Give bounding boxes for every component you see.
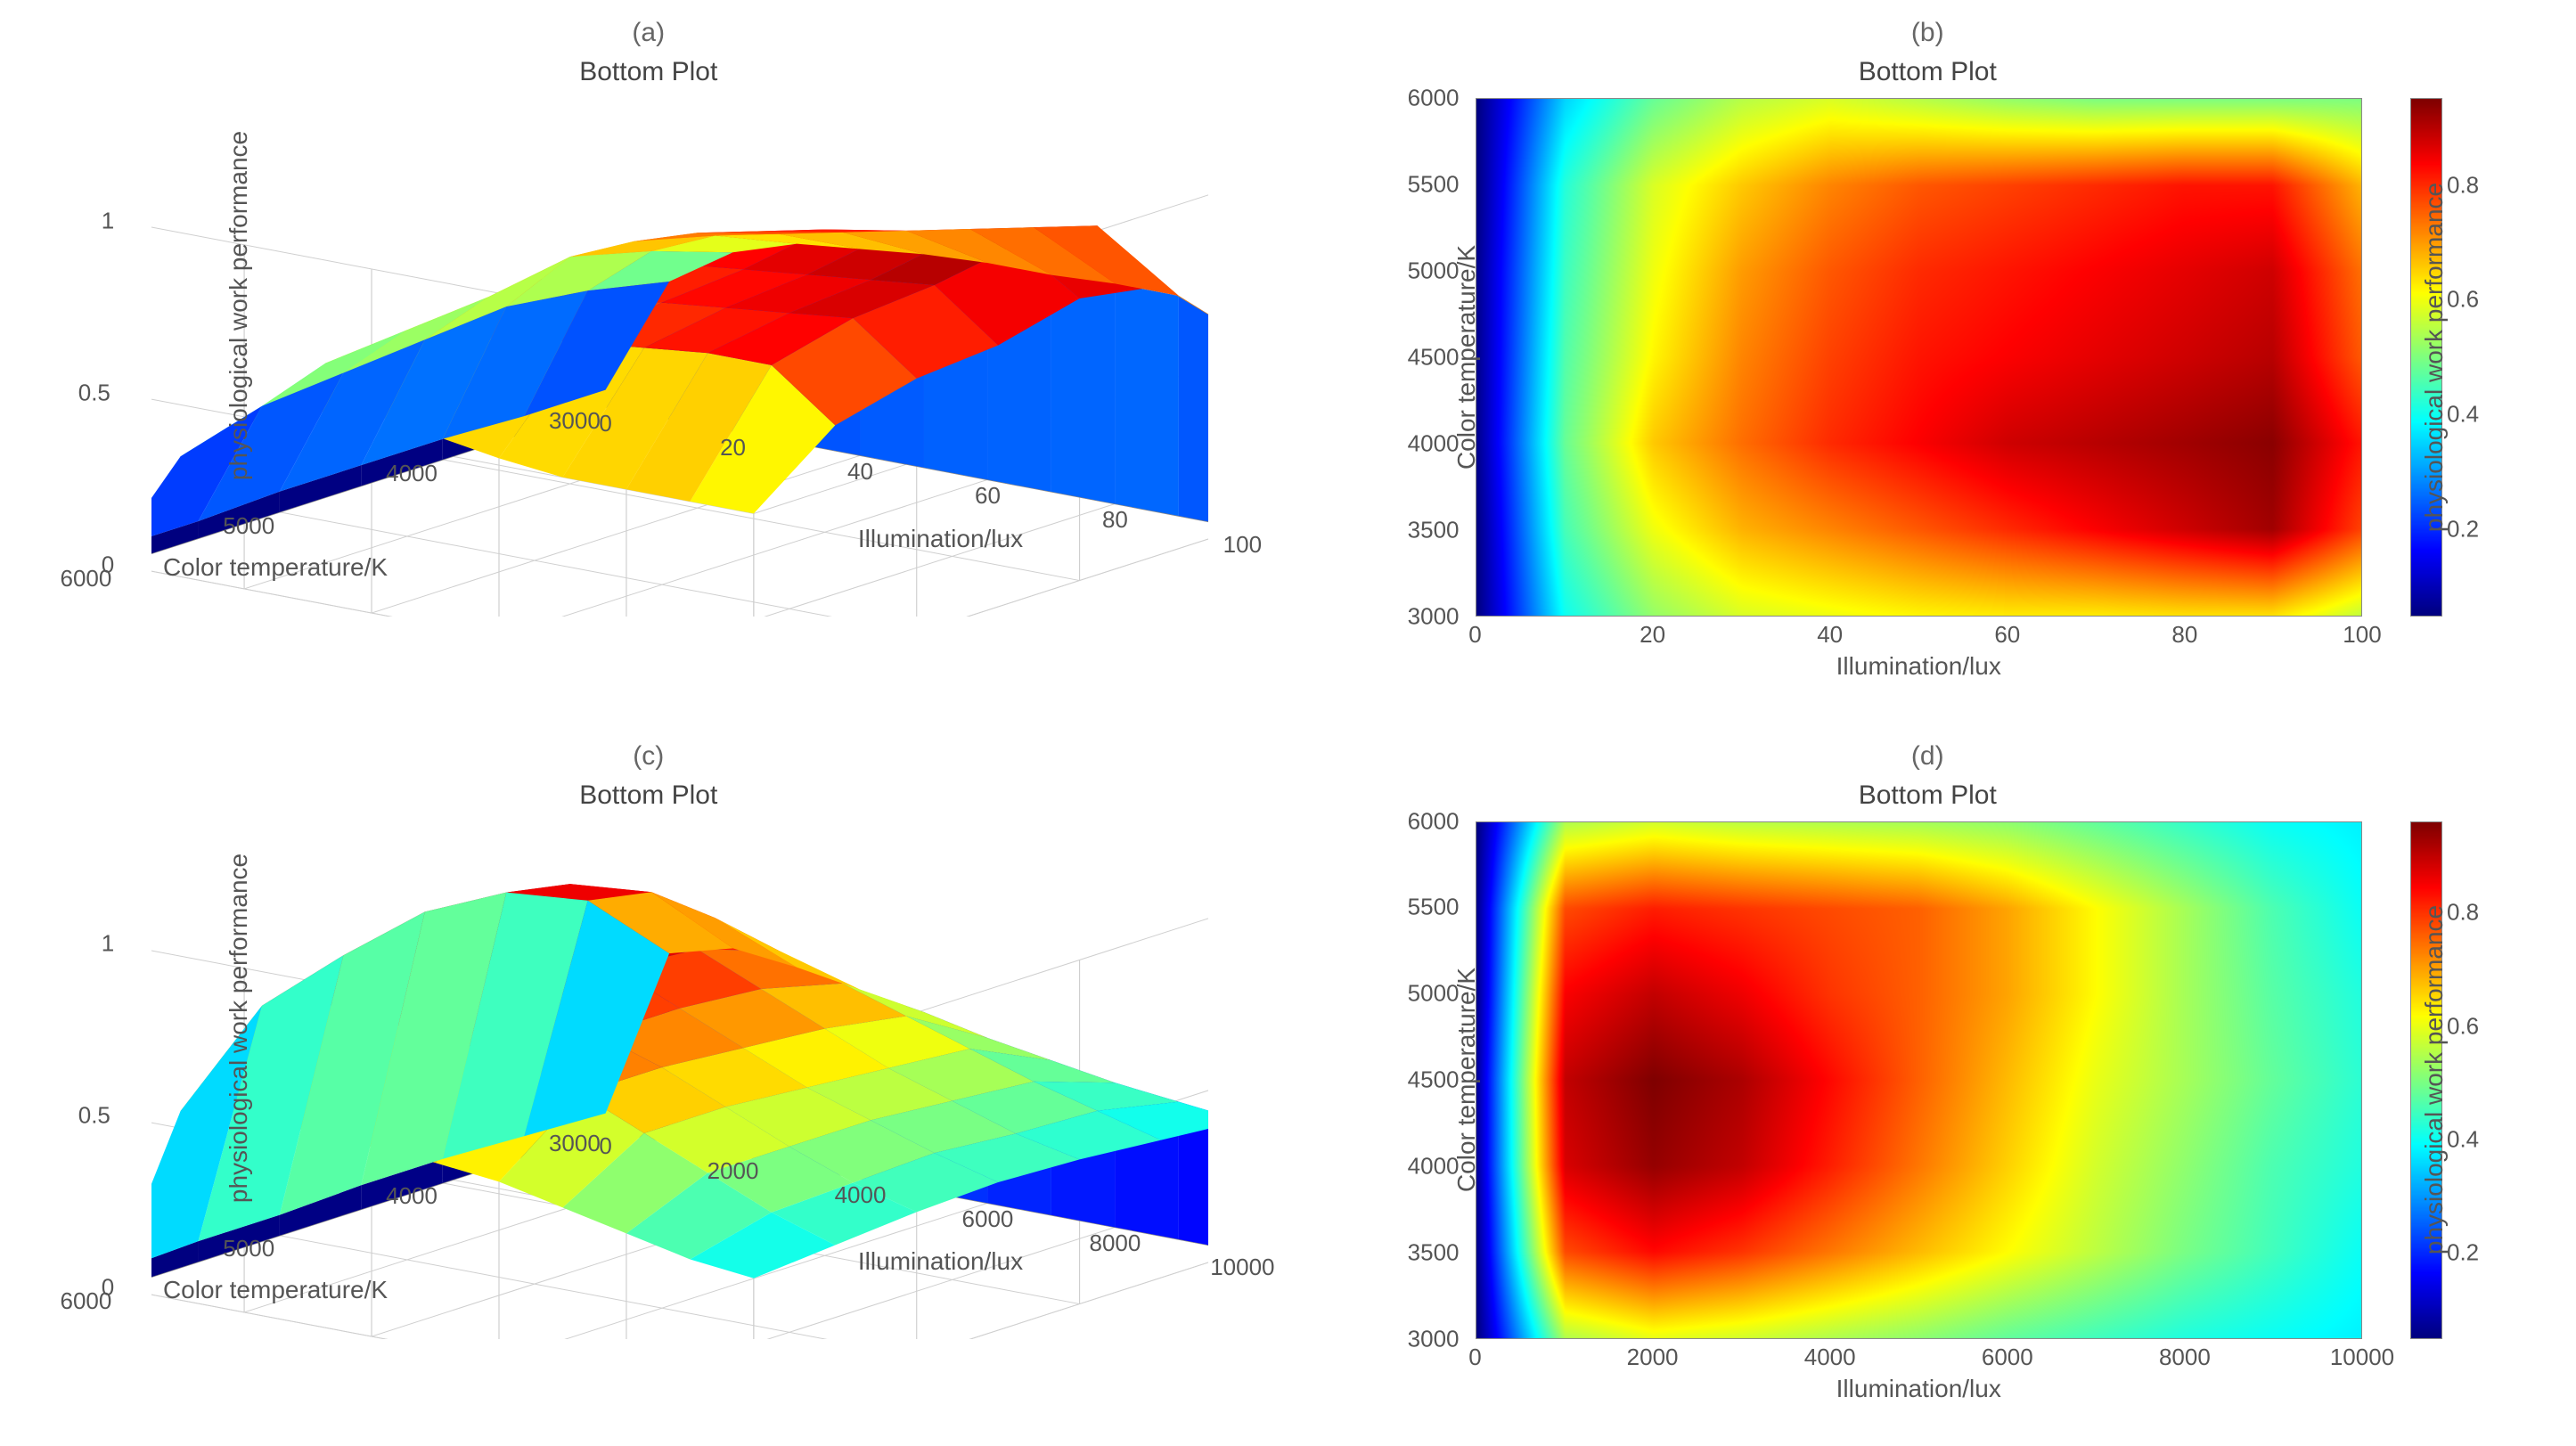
axis-tick-3d: 2000 — [707, 1157, 759, 1185]
panel-a-xlabel: Illumination/lux — [858, 525, 1023, 553]
ytick: 5000 — [1408, 257, 1460, 284]
ytick: 4000 — [1408, 429, 1460, 457]
axis-tick-3d: 0 — [599, 1132, 611, 1160]
panel-b-colorbar: physiological work performance 0.20.40.6… — [2410, 98, 2442, 617]
axis-tick-3d: 0 — [102, 1274, 114, 1302]
ytick: 3000 — [1408, 1326, 1460, 1353]
panel-b-xlabel: Illumination/lux — [1836, 652, 2001, 681]
axis-tick-3d: 0 — [102, 551, 114, 578]
colorbar-tick: 0.2 — [2447, 515, 2479, 543]
panel-d-colorbar-label: physiological work performance — [2420, 905, 2449, 1254]
axis-tick-3d: 10000 — [1210, 1254, 1274, 1281]
ytick: 5500 — [1408, 170, 1460, 198]
panel-d-xlabel: Illumination/lux — [1836, 1375, 2001, 1403]
axis-tick-3d: 8000 — [1090, 1230, 1141, 1257]
panel-b-letter: (b) — [1911, 18, 1944, 48]
colorbar-tick: 0.8 — [2447, 171, 2479, 199]
panel-c-xlabel: Illumination/lux — [858, 1247, 1023, 1276]
ytick: 3500 — [1408, 516, 1460, 543]
panel-a-surface-svg — [151, 98, 1208, 617]
axis-tick-3d: 1 — [102, 207, 114, 234]
panel-c: (c) Bottom Plot physiological work perfo… — [36, 741, 1262, 1429]
axis-tick-3d: 3000 — [549, 1130, 601, 1157]
axis-tick-3d: 5000 — [223, 1235, 274, 1262]
panel-d-heatmap-canvas — [1476, 822, 2362, 1339]
panel-c-letter: (c) — [633, 741, 664, 772]
panel-b-colorbar-label: physiological work performance — [2420, 183, 2449, 532]
panel-b-heatmap-canvas — [1476, 99, 2362, 616]
xtick: 10000 — [2330, 1344, 2394, 1371]
xtick: 0 — [1468, 621, 1481, 649]
axis-tick-3d: 80 — [1102, 507, 1128, 535]
axis-tick-3d: 4000 — [386, 460, 438, 487]
ytick: 4500 — [1408, 343, 1460, 371]
ytick: 6000 — [1408, 807, 1460, 835]
ytick: 3500 — [1408, 1239, 1460, 1267]
axis-tick-3d: 3000 — [549, 407, 601, 435]
xtick: 40 — [1817, 621, 1843, 649]
xtick: 60 — [1994, 621, 2020, 649]
panel-d-axes-box — [1476, 821, 2363, 1340]
ytick: 5500 — [1408, 894, 1460, 921]
ytick: 5000 — [1408, 980, 1460, 1008]
xtick: 100 — [2343, 621, 2381, 649]
xtick: 80 — [2171, 621, 2197, 649]
panel-a-title: Bottom Plot — [579, 57, 717, 87]
ytick: 6000 — [1408, 85, 1460, 112]
panel-a-letter: (a) — [632, 18, 665, 48]
panel-a-zlabel: physiological work performance — [225, 131, 253, 480]
panel-a-ylabel: Color temperature/K — [163, 553, 388, 582]
colorbar-tick: 0.6 — [2447, 1012, 2479, 1040]
figure-root: (a) Bottom Plot physiological work perfo… — [0, 0, 2576, 1446]
axis-tick-3d: 0.5 — [78, 1102, 110, 1130]
panel-c-zlabel: physiological work performance — [225, 854, 253, 1203]
colorbar-tick: 0.4 — [2447, 1126, 2479, 1154]
axis-tick-3d: 0.5 — [78, 379, 110, 406]
panel-a-plot-area: physiological work performance 0 20 40 60 80… — [151, 98, 1208, 617]
panel-d: (d) Bottom Plot Illumination/lux Color t… — [1315, 741, 2541, 1429]
xtick: 2000 — [1627, 1344, 1679, 1371]
colorbar-tick: 0.2 — [2447, 1239, 2479, 1267]
xtick: 6000 — [1982, 1344, 2033, 1371]
colorbar-tick: 0.6 — [2447, 286, 2479, 314]
xtick: 20 — [1640, 621, 1665, 649]
axis-tick-3d: 20 — [720, 434, 746, 462]
axis-tick-3d: 1 — [102, 930, 114, 958]
panel-c-plot-area: physiological work performance 0 2000 4000… — [151, 821, 1208, 1340]
axis-tick-3d: 60 — [975, 482, 1001, 510]
ytick: 4000 — [1408, 1153, 1460, 1180]
panel-d-plot-area: Illumination/lux Color temperature/K phy… — [1476, 821, 2363, 1340]
axis-tick-3d: 4000 — [386, 1182, 438, 1210]
panel-d-title: Bottom Plot — [1859, 780, 1997, 811]
panel-c-title: Bottom Plot — [579, 780, 717, 811]
xtick: 4000 — [1804, 1344, 1856, 1371]
xtick: 0 — [1468, 1344, 1481, 1371]
axis-tick-3d: 40 — [847, 458, 873, 486]
colorbar-tick: 0.4 — [2447, 401, 2479, 429]
xtick: 8000 — [2159, 1344, 2211, 1371]
panel-b-plot-area: Illumination/lux Color temperature/K phy… — [1476, 98, 2363, 617]
axis-tick-3d: 5000 — [223, 512, 274, 540]
subplot-grid: (a) Bottom Plot physiological work perfo… — [36, 18, 2540, 1428]
panel-a: (a) Bottom Plot physiological work perfo… — [36, 18, 1262, 706]
ytick: 4500 — [1408, 1066, 1460, 1094]
colorbar-tick: 0.8 — [2447, 899, 2479, 927]
panel-b: (b) Bottom Plot Illumination/lux Color t… — [1315, 18, 2541, 706]
panel-d-colorbar: physiological work performance 0.20.40.6… — [2410, 821, 2442, 1340]
ytick: 3000 — [1408, 602, 1460, 630]
axis-tick-3d: 6000 — [962, 1205, 1014, 1233]
panel-c-surface-svg — [151, 821, 1208, 1340]
axis-tick-3d: 4000 — [835, 1181, 887, 1209]
panel-d-letter: (d) — [1911, 741, 1944, 772]
axis-tick-3d: 0 — [599, 410, 611, 437]
panel-c-ylabel: Color temperature/K — [163, 1276, 388, 1304]
panel-b-axes-box — [1476, 98, 2363, 617]
axis-tick-3d: 100 — [1223, 531, 1262, 559]
panel-b-title: Bottom Plot — [1859, 57, 1997, 87]
